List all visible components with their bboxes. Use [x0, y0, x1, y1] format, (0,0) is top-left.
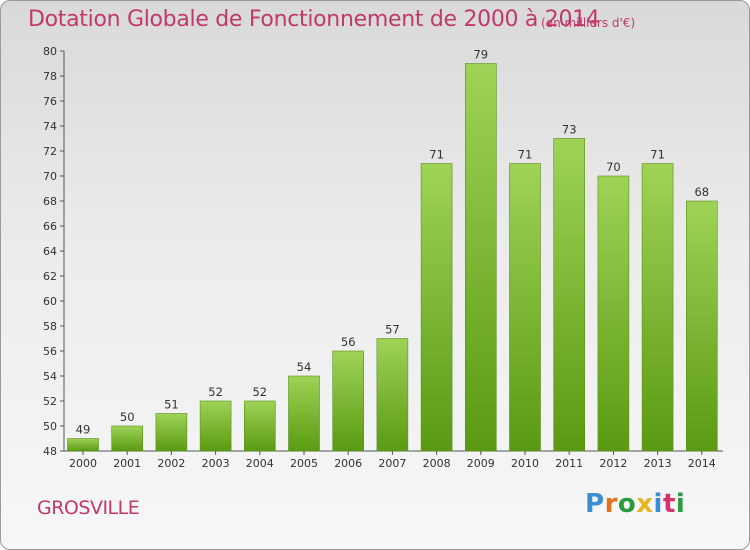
y-tick-label: 52	[43, 395, 57, 408]
bar	[685, 200, 718, 452]
y-tick-label: 72	[43, 145, 57, 158]
bar	[111, 425, 143, 452]
x-tick-label: 2004	[246, 457, 274, 470]
y-tick-label: 48	[43, 445, 57, 458]
x-tick-label: 2008	[423, 457, 451, 470]
bar	[67, 438, 99, 452]
data-label: 51	[164, 398, 179, 412]
data-label: 50	[120, 410, 135, 424]
logo-letter: o	[617, 489, 637, 519]
y-tick-label: 54	[43, 370, 57, 383]
bar	[464, 63, 497, 452]
x-tick-label: 2005	[290, 457, 318, 470]
y-tick-label: 76	[43, 95, 57, 108]
logo-letter: x	[636, 489, 654, 519]
x-tick-label: 2011	[555, 457, 583, 470]
y-tick-label: 62	[43, 270, 57, 283]
x-tick-label: 2001	[113, 457, 141, 470]
data-label: 54	[297, 360, 312, 374]
data-label: 68	[694, 185, 709, 199]
y-tick-label: 60	[43, 295, 57, 308]
data-label: 79	[473, 48, 488, 62]
data-label: 49	[76, 423, 91, 437]
y-tick-label: 74	[43, 120, 57, 133]
y-tick-label: 50	[43, 420, 57, 433]
data-label: 57	[385, 323, 400, 337]
bar	[420, 163, 453, 452]
y-tick-label: 68	[43, 195, 57, 208]
y-tick-label: 64	[43, 245, 57, 258]
y-tick-label: 58	[43, 320, 57, 333]
y-tick-label: 70	[43, 170, 57, 183]
bar	[376, 338, 409, 452]
x-tick-label: 2010	[511, 457, 539, 470]
chart-subtitle: (en milliers d'€)	[541, 16, 636, 30]
bar	[509, 163, 541, 452]
x-tick-label: 2013	[644, 457, 672, 470]
logo-letter: r	[604, 489, 618, 519]
logo-letter: i	[675, 489, 686, 519]
data-label: 71	[518, 148, 533, 162]
commune-name: GROSVILLE	[37, 497, 140, 519]
x-tick-label: 2003	[202, 457, 230, 470]
x-tick-label: 2014	[688, 457, 716, 470]
data-label: 52	[252, 385, 267, 399]
x-tick-label: 2007	[378, 457, 406, 470]
y-tick-label: 78	[43, 70, 57, 83]
bar	[155, 413, 188, 452]
x-tick-label: 2006	[334, 457, 362, 470]
proxiti-logo: Proxiti	[585, 489, 685, 519]
logo-letter: t	[662, 489, 676, 519]
data-label: 71	[429, 148, 444, 162]
y-tick-label: 80	[43, 45, 57, 58]
data-label: 71	[650, 148, 665, 162]
x-tick-label: 2012	[599, 457, 627, 470]
logo-letter: i	[653, 489, 663, 519]
data-label: 52	[208, 385, 223, 399]
x-tick-label: 2000	[69, 457, 97, 470]
x-tick-label: 2009	[467, 457, 495, 470]
logo-letter: P	[585, 489, 605, 519]
bar	[597, 175, 630, 452]
bar	[553, 138, 586, 452]
bar	[332, 350, 365, 452]
data-label: 73	[562, 123, 577, 137]
chart-title: Dotation Globale de Fonctionnement de 20…	[28, 7, 600, 32]
bar	[244, 400, 276, 452]
data-label: 70	[606, 160, 621, 174]
y-tick-label: 66	[43, 220, 57, 233]
bar	[288, 375, 320, 452]
bar	[199, 400, 232, 452]
data-label: 56	[341, 335, 356, 349]
x-tick-label: 2002	[157, 457, 185, 470]
y-tick-label: 56	[43, 345, 57, 358]
bar	[641, 163, 674, 452]
